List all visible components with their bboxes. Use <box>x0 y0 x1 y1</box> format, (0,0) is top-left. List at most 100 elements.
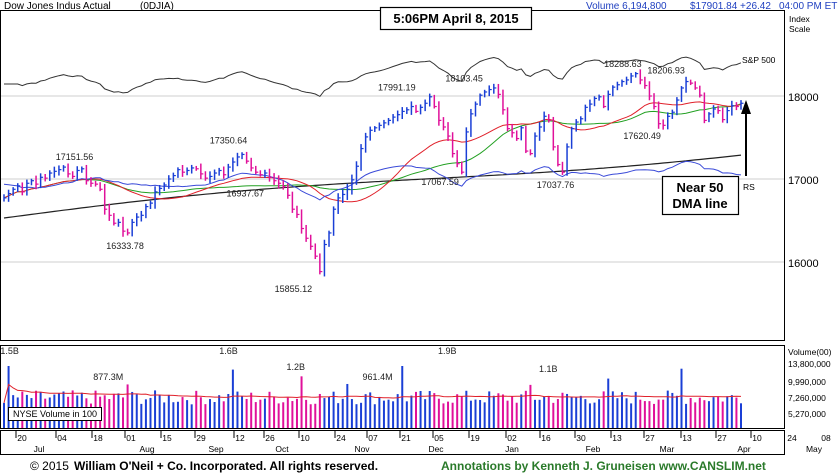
volume-annotation-label: 961.4M <box>363 372 393 382</box>
price-text: $17901.84 +26.42 <box>690 1 771 12</box>
ma-red-path <box>3 101 742 203</box>
x-month-label: Sep <box>208 444 223 454</box>
footer-annotation: Annotations by Kenneth J. Gruneisen www.… <box>441 459 766 473</box>
x-tick-label: 08 <box>821 433 831 443</box>
x-tick-label: 13 <box>682 433 692 443</box>
index-symbol: (0DJIA) <box>140 1 174 12</box>
price-tick: 17000 <box>788 175 819 187</box>
price-annotation-label: 16333.78 <box>106 241 144 251</box>
callout-box <box>661 175 740 216</box>
price-annotation-label: 17067.59 <box>421 177 459 187</box>
rs-label: RS <box>743 182 755 192</box>
price-tick: 16000 <box>788 258 819 270</box>
x-month-label: Nov <box>354 444 370 454</box>
volume-annotation-label: 1.1B <box>539 364 558 374</box>
volume-text: Volume 6,194,800 <box>586 1 667 12</box>
price-annotation-label: 17350.64 <box>210 135 248 145</box>
price-annotation-label: 18103.45 <box>445 74 483 84</box>
x-tick-label: 01 <box>126 433 136 443</box>
x-month-label: Aug <box>139 444 154 454</box>
volume-annotation-label: 1.6B <box>219 346 238 356</box>
x-tick-label: 21 <box>401 433 411 443</box>
price-annotation-label: 18206.93 <box>647 65 685 75</box>
x-tick-label: 10 <box>752 433 762 443</box>
x-month-label: Apr <box>737 444 750 454</box>
x-month-label: Feb <box>586 444 601 454</box>
x-tick-label: 05 <box>434 433 444 443</box>
price-annotation-label: 15855.12 <box>275 284 313 294</box>
x-tick-label: 16 <box>541 433 551 443</box>
volume-tick: 7,260,000 <box>788 393 826 403</box>
price-annotation-label: 17991.19 <box>378 83 416 93</box>
ma200-path <box>3 154 742 219</box>
price-tick: 18000 <box>788 92 819 104</box>
x-axis-box <box>0 430 785 455</box>
x-tick-label: 19 <box>470 433 480 443</box>
x-tick-label: 27 <box>717 433 727 443</box>
volume-annotations: 1.5B 877.3M 1.6B 1.2B 961.4M 1.9B 1.1B <box>0 346 557 382</box>
price-bars <box>3 69 744 277</box>
volume-annotation-label: 1.2B <box>287 362 306 372</box>
price-annotation-label: 17151.56 <box>56 152 94 162</box>
ma50-line <box>3 103 742 199</box>
volume-bars <box>3 366 742 428</box>
rs-line <box>3 160 742 201</box>
volume-annotation-label: 1.9B <box>438 346 457 356</box>
volume-tick: 5,270,000 <box>788 409 826 419</box>
footer-copyright: © 2015 <box>30 459 69 473</box>
x-tick-label: 26 <box>265 433 275 443</box>
x-month-label: Dec <box>428 444 444 454</box>
x-tick-label: 12 <box>235 433 245 443</box>
ma50-path <box>3 103 742 199</box>
x-month-label: Jul <box>34 444 45 454</box>
x-tick-label: 13 <box>612 433 622 443</box>
time-text: 04:00 PM ET <box>779 1 837 12</box>
price-annotation-label: 16937.67 <box>227 188 265 198</box>
callout-line2: DMA line <box>672 196 727 211</box>
x-month-label: Jan <box>505 444 519 454</box>
x-tick-label: 07 <box>368 433 378 443</box>
rs-path <box>3 160 742 201</box>
x-tick-label: 29 <box>196 433 206 443</box>
x-tick-label: 27 <box>645 433 655 443</box>
x-tick-label: 24 <box>336 433 346 443</box>
x-tick-label: 15 <box>162 433 172 443</box>
price-annotation-label: 17620.49 <box>623 131 661 141</box>
timestamp-box <box>379 6 533 31</box>
x-tick-label: 24 <box>787 433 797 443</box>
x-month-label: Mar <box>660 444 675 454</box>
volume-avg-path <box>3 383 742 404</box>
volume-legend-text: NYSE Volume in 100 <box>13 409 97 419</box>
ma200-line <box>3 154 742 219</box>
x-axis: 20 04 18 01 15 29 12 26 10 24 07 21 05 19 02 16 30 13 27 13… <box>0 430 831 455</box>
price-annotation-label: 18288.63 <box>604 59 642 69</box>
callout-line1: Near 50 <box>677 180 724 195</box>
timestamp-text: 5:06PM April 8, 2015 <box>393 11 518 26</box>
x-tick-label: 10 <box>300 433 310 443</box>
volume-legend-box <box>8 407 102 421</box>
sp500-label: S&P 500 <box>742 55 776 65</box>
volume-tick: 9,990,000 <box>788 377 826 387</box>
sp500-line <box>4 56 742 98</box>
index-scale-label-2: Scale <box>789 24 811 34</box>
sp500-path <box>4 56 742 98</box>
callout-arrowhead <box>741 100 751 114</box>
volume-header: Volume(00) <box>788 347 832 357</box>
x-tick-label: 04 <box>57 433 67 443</box>
x-month-label: Oct <box>275 444 289 454</box>
volume-annotation-label: 1.5B <box>0 346 19 356</box>
price-annotations: 17151.56 16333.78 17350.64 16937.67 15855.12… <box>56 59 685 294</box>
x-month-label: May <box>806 444 823 454</box>
volume-tick: 13,800,000 <box>788 359 831 369</box>
ma-red-line <box>3 101 742 203</box>
volume-annotation-label: 877.3M <box>93 372 123 382</box>
x-tick-label: 30 <box>576 433 586 443</box>
volume-average-line <box>3 383 742 404</box>
index-name: Dow Jones Indus Actual <box>4 1 111 12</box>
x-tick-label: 02 <box>507 433 517 443</box>
price-annotation-label: 17037.76 <box>537 180 575 190</box>
footer-company: William O'Neil + Co. Incorporated. All r… <box>74 459 378 473</box>
x-tick-label: 18 <box>93 433 103 443</box>
price-panel <box>0 10 785 341</box>
